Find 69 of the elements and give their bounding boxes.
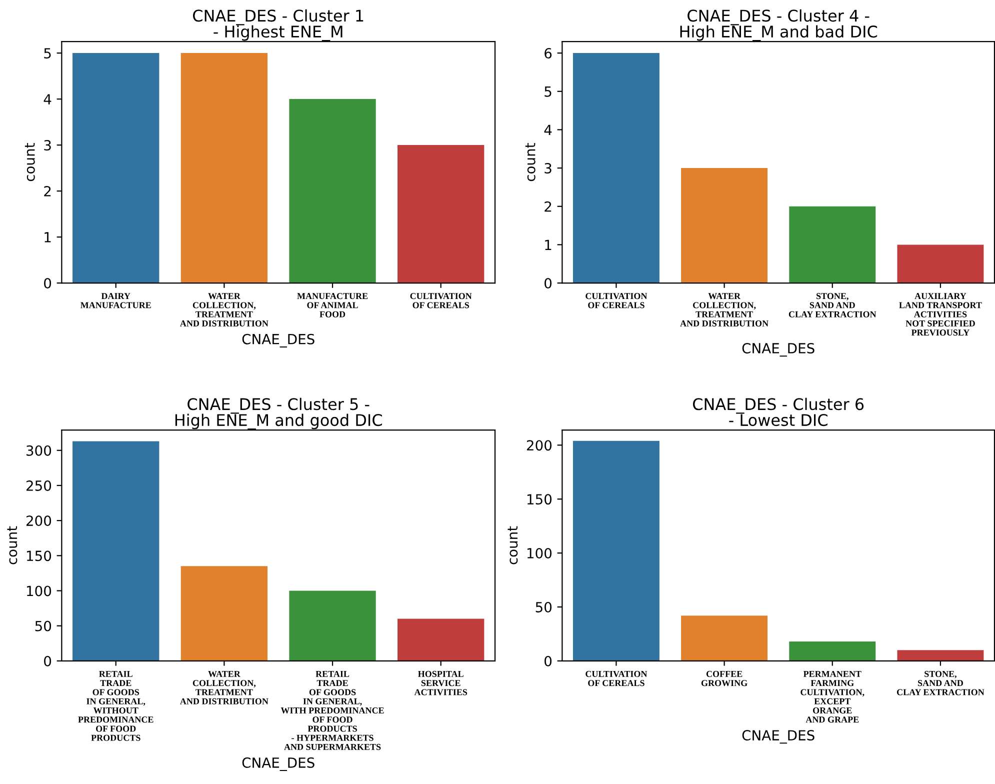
x-axis-title: CNAE_DES: [242, 757, 314, 771]
y-tick-label: 0: [44, 656, 52, 666]
bar: [572, 440, 660, 661]
x-tick-label: HOSPITAL SERVICE ACTIVITIES: [414, 670, 468, 696]
y-tick-label: 0: [44, 278, 52, 288]
x-axis-title: CNAE_DES: [742, 730, 814, 744]
x-tick-label: COFFEE GROWING: [701, 670, 748, 686]
y-tick-label: 100: [26, 586, 52, 596]
x-tick-label: MANUFACTURE OF ANIMAL FOOD: [297, 293, 368, 318]
y-tick-label: 50: [35, 620, 52, 632]
chart-title: CNAE_DES - Cluster 1 - Highest ENE_M: [193, 9, 364, 42]
bar: [398, 145, 484, 284]
x-tick-label: CULTIVATION OF CEREALS: [410, 293, 472, 308]
x-tick-label: CULTIVATION OF CEREALS: [586, 670, 648, 686]
x-tick-label: WATER COLLECTION, TREATMENT AND DISTRIBUTION: [180, 670, 268, 704]
bar: [789, 206, 876, 284]
y-tick-label: 200: [26, 516, 52, 526]
bar: [572, 53, 660, 284]
y-axis-title: count: [7, 526, 18, 564]
bar: [681, 168, 768, 284]
bar: [789, 641, 876, 661]
y-tick-label: 300: [26, 445, 52, 456]
bar: [180, 566, 268, 661]
y-tick-label: 6: [544, 48, 552, 59]
y-tick-label: 0: [544, 656, 552, 666]
y-tick-label: 200: [526, 440, 552, 451]
y-tick-label: 50: [536, 602, 552, 612]
y-tick-label: 250: [26, 480, 52, 491]
y-tick-label: 150: [26, 550, 52, 562]
y-tick-label: 150: [527, 494, 552, 505]
bar: [681, 616, 768, 661]
y-tick-label: 5: [44, 48, 51, 59]
bar: [72, 53, 160, 284]
y-tick-label: 1: [44, 232, 51, 242]
y-tick-label: 100: [527, 548, 552, 558]
x-tick-label: WATER COLLECTION, TREATMENT AND DISTRIBUTION: [680, 293, 768, 326]
bar: [180, 53, 268, 284]
y-axis-title: count: [24, 143, 35, 182]
y-tick-label: 3: [544, 163, 552, 174]
x-tick-label: STONE, SAND AND CLAY EXTRACTION: [896, 670, 984, 696]
y-tick-label: 0: [544, 278, 552, 288]
x-tick-label: CULTIVATION OF CEREALS: [586, 293, 648, 308]
x-axis-title: CNAE_DES: [742, 342, 814, 357]
y-tick-label: 3: [44, 140, 51, 151]
y-axis-title: count: [508, 526, 518, 564]
bar: [72, 441, 160, 661]
bar: [897, 650, 984, 661]
y-tick-label: 1: [545, 240, 552, 250]
x-tick-label: WATER COLLECTION, TREATMENT AND DISTRIBUTION: [180, 293, 268, 326]
chart-title: CNAE_DES - Cluster 4 - High ENE_M and bad DIC: [680, 9, 878, 42]
y-tick-label: 2: [544, 201, 552, 212]
x-tick-label: RETAIL TRADE OF GOODS IN GENERAL, WITHOUT PREDOMINANCE OF FOOD PRODUCTS: [78, 670, 154, 741]
x-tick-label: PERMANENT FARMING CULTIVATION, EXCEPT ORANGE AND GRAPE: [800, 670, 864, 723]
chart-title: CNAE_DES - Cluster 5 - High ENE_M and good DIC: [175, 398, 382, 430]
bar: [398, 618, 484, 661]
category-label: RETAIL TRADE OF GOODS IN GENERAL, WITH PREDOMINANCE OF FOOD PRODUCTS - HYPERMARKETS AND SUPERMARKETS: [280, 670, 384, 750]
chart-title: CNAE_DES - Cluster 6 - Lowest DIC: [692, 398, 864, 426]
x-tick-label: DAIRY MANUFACTURE: [80, 293, 151, 308]
bar: [897, 244, 984, 284]
bar: [289, 590, 376, 661]
y-tick-label: 4: [544, 124, 552, 135]
x-tick-label: STONE, SAND AND CLAY EXTRACTION: [788, 293, 876, 318]
bar: [289, 99, 376, 284]
y-tick-label: 4: [44, 94, 52, 104]
x-axis-title: CNAE_DES: [242, 334, 314, 348]
x-tick-label: AUXILIARY LAND TRANSPORT ACTIVITIES NOT SPECIFIED PREVIOUSLY: [899, 293, 982, 336]
y-tick-label: 2: [44, 186, 51, 196]
y-axis-title: count: [525, 143, 536, 182]
y-tick-label: 5: [544, 86, 552, 97]
